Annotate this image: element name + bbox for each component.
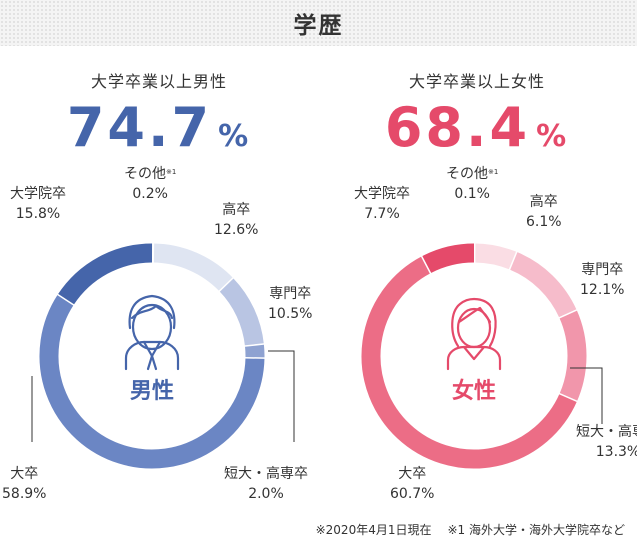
female-label-tandai-name: 短大・高専卒 [576,424,637,440]
female-segment-daigakuin [421,243,475,274]
female-label-koukou-name: 高卒 [529,194,558,210]
male-label-other: その他※1 0.2% [124,164,176,204]
female-highlight-unit: % [536,119,570,154]
female-segment-koukou [474,243,517,270]
footnote-date: ※2020年4月1日現在 [315,523,432,537]
female-label-koukou-value: 6.1% [526,214,562,230]
female-label-other-mark: ※1 [488,168,499,176]
female-label-daigakuin-name: 大学院卒 [354,186,410,202]
male-label-senmon-value: 10.5% [268,306,313,322]
man-icon [124,294,180,371]
male-label-tandai-value: 2.0% [248,486,284,502]
male-leader-line-tandai [268,350,295,442]
female-segment-divider [558,308,578,319]
female-segment-divider [420,255,432,275]
male-panel: 大学卒業以上男性 74.7% 男性 その他※1 0.2% 高 [0,46,318,516]
female-label-other-name: その他 [446,166,488,182]
male-donut-chart: 男性 [31,242,295,469]
male-segment-senmon [219,277,264,347]
male-segment-divider [243,343,265,347]
female-leader-line-tandai [570,367,603,424]
female-label-tandai-value: 13.3% [595,444,637,460]
male-highlight-unit: % [218,119,252,154]
female-highlight-value: 68.4 [384,96,531,159]
female-segment-tandai [559,310,587,402]
female-label-daigaku-value: 60.7% [390,486,435,502]
female-donut-chart: 女性 [361,242,603,469]
male-label-koukou-name: 高卒 [222,202,251,218]
male-label-other-mark: ※1 [166,168,177,176]
male-label-daigakuin: 大学院卒 15.8% [10,184,66,224]
female-label-other-value: 0.1% [454,186,490,202]
footnote: ※2020年4月1日現在 ※1 海外大学・海外大学院卒など [316,521,625,538]
woman-icon [446,298,502,371]
male-highlight-percentage: 74.7% [0,96,318,159]
male-label-daigakuin-value: 15.8% [15,206,61,222]
male-label-other-value: 0.2% [132,186,168,202]
female-label-daigakuin-value: 7.7% [364,206,400,222]
female-segment-divider [558,392,579,403]
male-segment-daigakuin [57,243,153,306]
section-title: 学歴 [293,13,344,39]
male-label-daigaku-value: 58.9% [2,486,47,502]
male-label-senmon: 専門卒 10.5% [268,284,312,324]
female-segment-senmon [509,251,577,319]
male-highlight-value: 74.7 [66,96,213,159]
male-segment-divider [218,276,235,293]
section-header: 学歴 [0,0,637,46]
male-segment-tandai [244,344,265,359]
female-highlight-percentage: 68.4% [318,96,636,159]
male-label-senmon-name: 専門卒 [269,286,312,302]
female-chart-title: 大学卒業以上女性 [408,72,545,91]
male-label-koukou: 高卒 12.6% [214,200,258,240]
male-segment-daigaku [39,294,265,469]
female-label-senmon-name: 専門卒 [581,262,624,278]
male-label-koukou-value: 12.6% [214,222,259,238]
female-center-label: 女性 [452,378,496,404]
female-label-tandai: 短大・高専卒 13.3% [576,422,637,462]
male-label-daigaku: 大卒 58.9% [2,464,46,504]
male-label-tandai-name: 短大・高専卒 [224,466,308,482]
female-label-daigakuin: 大学院卒 7.7% [354,184,410,224]
female-label-senmon-value: 12.1% [580,282,625,298]
female-segment-divider [508,250,518,271]
male-center-label: 男性 [130,379,174,404]
female-segment-daigaku [361,256,577,469]
male-chart-title: 大学卒業以上男性 [90,72,227,91]
male-label-daigaku-name: 大卒 [10,466,39,482]
female-label-other: その他※1 0.1% [446,164,498,204]
female-label-daigaku-name: 大卒 [398,466,427,482]
male-label-other-name: その他 [124,166,166,182]
male-segment-koukou [152,243,234,292]
footnote-note1: ※1 海外大学・海外大学院卒など [447,523,625,537]
male-segment-divider [56,293,75,307]
male-label-daigakuin-name: 大学院卒 [10,186,66,202]
female-label-daigaku: 大卒 60.7% [390,464,434,504]
male-label-tandai: 短大・高専卒 2.0% [224,464,308,504]
female-panel: 大学卒業以上女性 68.4% 女性 その他※1 0.1% 高卒 6.1% [318,46,637,516]
female-label-senmon: 専門卒 12.1% [580,260,624,300]
female-label-koukou: 高卒 6.1% [526,192,562,232]
